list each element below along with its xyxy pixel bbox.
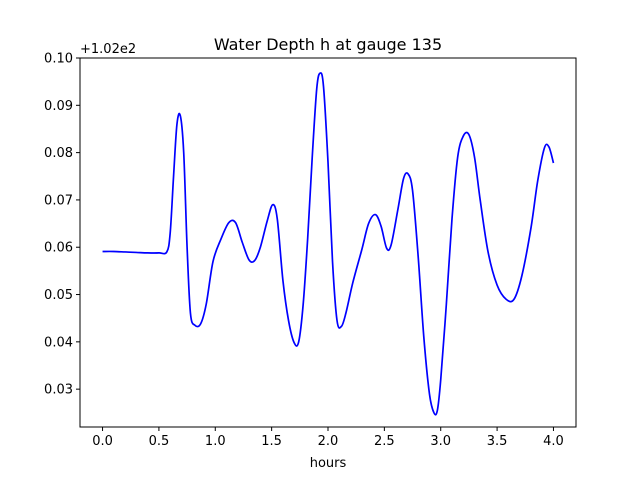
x-tick-label: 2.5 — [374, 434, 395, 449]
x-tick-label: 0.0 — [92, 434, 113, 449]
x-tick-label: 1.5 — [261, 434, 282, 449]
y-tick-label: 0.04 — [44, 335, 73, 350]
x-tick-label: 4.0 — [543, 434, 564, 449]
x-tick-label: 3.5 — [487, 434, 508, 449]
x-tick-label: 1.0 — [205, 434, 226, 449]
x-axis-label: hours — [310, 456, 347, 471]
y-tick-label: 0.08 — [44, 146, 73, 161]
y-offset-label: +1.02e2 — [80, 42, 136, 57]
y-tick-label: 0.09 — [44, 99, 73, 114]
y-tick-label: 0.07 — [44, 193, 73, 208]
x-axis: 0.0 0.5 1.0 1.5 2.0 2.5 3.0 3.5 4.0 — [92, 427, 564, 449]
y-tick-label: 0.05 — [44, 288, 73, 303]
series-line-0 — [102, 72, 555, 416]
plot-area — [102, 72, 555, 416]
chart-title: Water Depth h at gauge 135 — [214, 35, 442, 54]
x-tick-label: 2.0 — [318, 434, 339, 449]
x-tick-label: 3.0 — [430, 434, 451, 449]
y-tick-label: 0.10 — [44, 52, 73, 67]
y-tick-label: 0.06 — [44, 241, 73, 256]
y-tick-label: 0.03 — [44, 383, 73, 398]
x-tick-label: 0.5 — [149, 434, 170, 449]
y-axis: 0.03 0.04 0.05 0.06 0.07 0.08 0.09 0.10 — [44, 52, 80, 398]
